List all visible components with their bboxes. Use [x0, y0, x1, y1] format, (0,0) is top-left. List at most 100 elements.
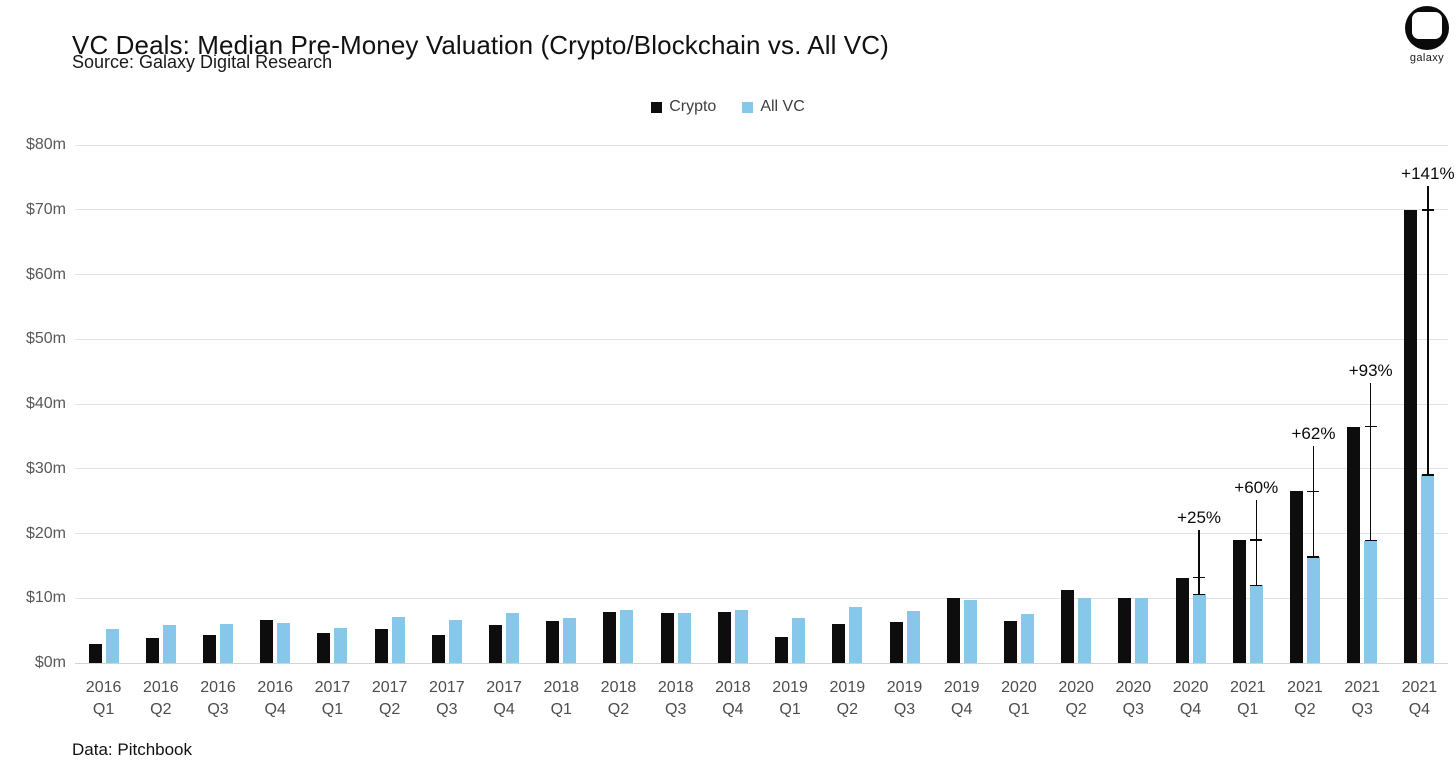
annotation-line: [1312, 446, 1315, 557]
bar-allvc: [1364, 540, 1378, 663]
bar-allvc: [1421, 475, 1435, 663]
y-tick-label: $50m: [25, 330, 66, 348]
gridline: [75, 533, 1448, 534]
annotation-line: [1198, 529, 1200, 595]
bar-crypto: [603, 611, 617, 663]
gridline: [75, 597, 1448, 599]
x-tick-label: 2019 Q1: [772, 679, 808, 718]
bar-allvc: [448, 620, 462, 663]
bar-crypto: [889, 621, 903, 663]
y-tick-label: $60m: [25, 265, 66, 283]
x-tick-label: 2016 Q2: [143, 679, 179, 718]
bar-allvc: [963, 600, 977, 663]
bar-allvc: [162, 624, 176, 663]
x-tick-label: 2019 Q2: [829, 679, 866, 718]
bar-crypto: [431, 634, 445, 663]
bar-crypto: [1232, 539, 1246, 663]
y-tick-label: $20m: [25, 524, 66, 542]
bar-allvc: [391, 617, 405, 663]
annotation-line: [1369, 382, 1372, 541]
bar-allvc: [1020, 614, 1034, 663]
bar-crypto: [317, 633, 331, 663]
x-tick-label: 2016 Q4: [257, 679, 294, 718]
annotation-upper-tick: [1307, 490, 1320, 493]
legend-label-crypto: Crypto: [669, 98, 717, 115]
bar-crypto: [1003, 620, 1017, 663]
annotation-lower-tick: [1193, 593, 1206, 596]
x-tick-label: 2021 Q4: [1401, 679, 1438, 718]
y-tick-label: $40m: [25, 395, 66, 412]
x-tick-label: 2017 Q4: [486, 679, 522, 718]
bar-allvc: [334, 628, 348, 663]
x-tick-label: 2021 Q3: [1344, 679, 1380, 718]
bar-crypto: [1175, 577, 1189, 663]
bar-crypto: [374, 629, 388, 663]
bar-allvc: [1135, 598, 1149, 663]
gridline: [75, 209, 1448, 211]
chart-legend: Crypto All VC: [0, 98, 1456, 116]
legend-label-allvc: All VC: [760, 98, 805, 115]
x-tick-label: 2016 Q3: [200, 679, 236, 718]
bar-allvc: [849, 606, 863, 663]
x-tick-label: 2020 Q4: [1172, 679, 1209, 718]
x-tick-label: 2019 Q4: [943, 679, 980, 718]
gridline: [75, 468, 1448, 470]
legend-item-crypto: Crypto: [651, 98, 716, 116]
bar-crypto: [1061, 590, 1075, 663]
annotation-label: +60%: [1234, 477, 1279, 497]
bar-allvc: [677, 613, 691, 663]
bar-allvc: [734, 609, 748, 663]
bar-allvc: [1078, 598, 1092, 663]
legend-swatch-crypto-icon: [651, 101, 663, 113]
x-tick-label: 2018 Q3: [657, 679, 694, 718]
annotation-label: +62%: [1291, 424, 1336, 444]
bar-allvc: [506, 613, 520, 663]
bar-crypto: [946, 598, 960, 663]
legend-item-allvc: All VC: [742, 98, 805, 116]
x-tick-label: 2018 Q1: [543, 679, 580, 718]
bar-allvc: [1306, 556, 1320, 663]
bar-crypto: [203, 635, 217, 663]
x-tick-label: 2017 Q3: [429, 679, 465, 718]
gridline: [75, 662, 1448, 664]
bar-allvc: [277, 622, 291, 663]
x-tick-label: 2021 Q1: [1229, 679, 1266, 718]
bar-allvc: [906, 611, 920, 663]
annotation-line: [1255, 499, 1258, 586]
bar-allvc: [792, 618, 806, 663]
gridline: [75, 338, 1448, 340]
y-tick-label: $80m: [25, 136, 66, 153]
bar-allvc: [220, 623, 234, 663]
chart-title: VC Deals: Median Pre-Money Valuation (Cr…: [72, 30, 889, 61]
bar-crypto: [775, 637, 789, 663]
gridline: [75, 144, 1448, 146]
bar-crypto: [489, 625, 503, 663]
bar-allvc: [563, 617, 577, 663]
x-tick-label: 2020 Q3: [1115, 679, 1152, 718]
annotation-upper-tick: [1250, 539, 1263, 541]
bar-allvc: [1192, 594, 1206, 663]
bar-crypto: [1347, 426, 1361, 663]
x-tick-label: 2021 Q2: [1287, 679, 1323, 718]
y-tick-label: $70m: [25, 200, 66, 218]
galaxy-logo-icon: [1405, 6, 1449, 50]
x-tick-label: 2018 Q4: [715, 679, 751, 718]
bar-crypto: [1404, 209, 1418, 663]
annotation-label: +93%: [1348, 360, 1393, 380]
x-tick-label: 2020 Q1: [1001, 679, 1037, 718]
galaxy-logo-text: galaxy: [1409, 52, 1445, 64]
annotation-lower-tick: [1250, 584, 1263, 587]
annotation-upper-tick: [1364, 425, 1377, 428]
x-tick-label: 2018 Q2: [600, 679, 637, 718]
x-tick-label: 2017 Q1: [314, 679, 351, 718]
bar-allvc: [105, 628, 119, 663]
annotation-lower-tick: [1421, 474, 1434, 476]
bar-crypto: [832, 624, 846, 663]
y-tick-label: $0m: [34, 654, 66, 671]
bar-crypto: [1118, 598, 1132, 663]
legend-swatch-allvc-icon: [742, 101, 754, 113]
y-tick-label: $30m: [25, 459, 66, 477]
bar-crypto: [1289, 491, 1303, 663]
y-tick-label: $10m: [25, 589, 66, 607]
